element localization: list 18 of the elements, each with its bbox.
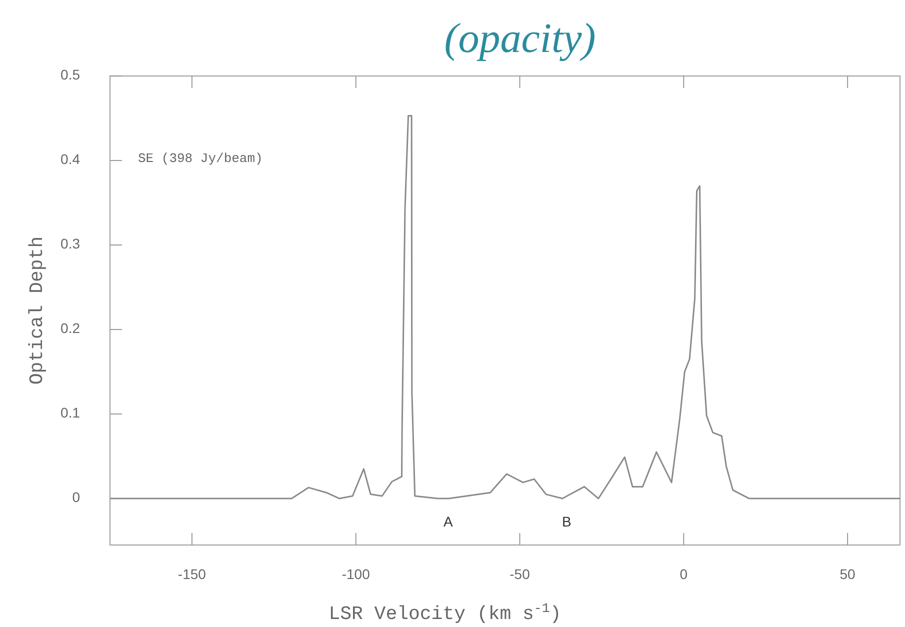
annotation: SE (398 Jy/beam) [138, 151, 263, 166]
x-tick-label: -100 [342, 566, 370, 582]
y-tick-label: 0.4 [60, 151, 80, 168]
y-tick-label: 0.3 [60, 236, 80, 252]
y-tick-label: 0.1 [60, 404, 80, 421]
annotation: A [443, 514, 454, 530]
x-tick-label: 0 [680, 566, 688, 582]
y-tick-label: 0 [72, 489, 80, 506]
x-axis-title: LSR Velocity (km s$^{-1}$) [328, 600, 562, 625]
y-tick-label: 0.2 [60, 320, 80, 336]
x-tick-label: -50 [510, 566, 530, 582]
y-axis-title: Optical Depth [26, 236, 48, 385]
annotation: B [562, 514, 572, 530]
x-tick-label: -150 [178, 566, 206, 582]
line-series [109, 114, 901, 500]
x-tick-label: 50 [840, 566, 856, 582]
chart-title: (opacity) [444, 16, 596, 62]
y-tick-label: 0.5 [60, 66, 80, 83]
